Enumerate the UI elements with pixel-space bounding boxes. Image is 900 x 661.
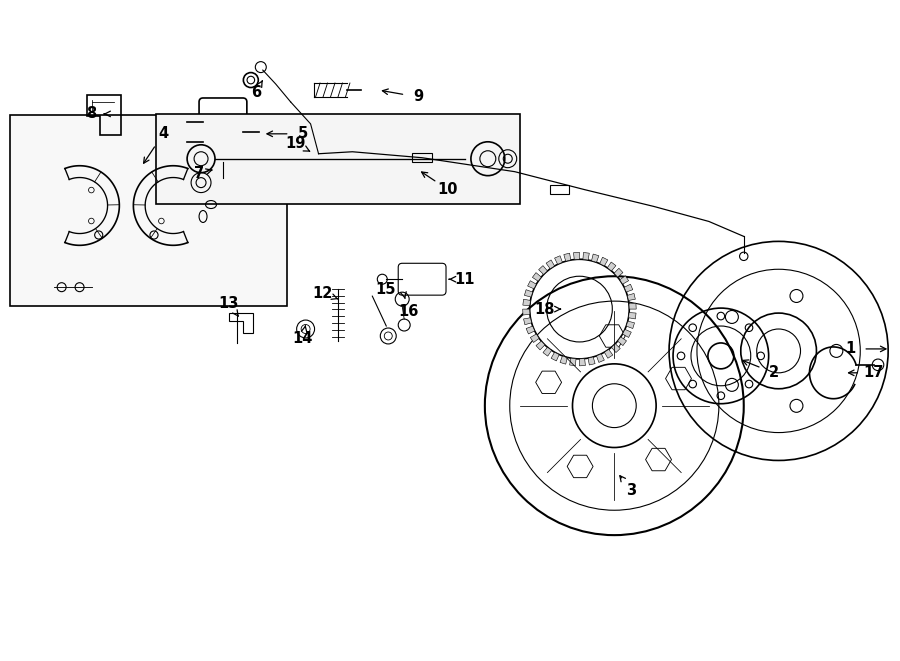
Polygon shape: [580, 359, 585, 366]
Polygon shape: [588, 357, 595, 365]
Polygon shape: [604, 350, 613, 358]
Polygon shape: [597, 354, 604, 362]
Text: 10: 10: [437, 182, 458, 197]
Polygon shape: [620, 276, 628, 284]
Polygon shape: [530, 334, 539, 342]
Polygon shape: [573, 253, 580, 260]
Polygon shape: [563, 253, 571, 261]
Bar: [412, 153, 432, 162]
Text: 2: 2: [769, 366, 778, 380]
Text: 3: 3: [626, 483, 636, 498]
Text: 15: 15: [375, 282, 395, 297]
Polygon shape: [570, 358, 576, 366]
Polygon shape: [626, 321, 634, 329]
Polygon shape: [617, 337, 626, 346]
Bar: [550, 184, 570, 194]
Polygon shape: [583, 253, 590, 260]
Text: 6: 6: [251, 85, 261, 100]
Text: 9: 9: [413, 89, 423, 104]
Polygon shape: [525, 290, 533, 297]
Polygon shape: [625, 284, 633, 292]
Polygon shape: [629, 303, 636, 309]
Text: 11: 11: [454, 272, 475, 287]
Polygon shape: [627, 293, 635, 301]
Text: 14: 14: [292, 331, 313, 346]
Polygon shape: [599, 257, 608, 266]
Polygon shape: [543, 347, 552, 356]
Polygon shape: [591, 254, 599, 262]
Text: 7: 7: [194, 166, 204, 181]
Polygon shape: [554, 256, 562, 264]
Polygon shape: [551, 352, 559, 361]
Polygon shape: [538, 266, 547, 274]
Text: 5: 5: [298, 126, 308, 141]
Text: 17: 17: [863, 366, 884, 380]
Polygon shape: [611, 344, 620, 352]
Text: 13: 13: [219, 295, 239, 311]
Text: 1: 1: [845, 342, 855, 356]
Bar: [10, 115, 287, 306]
Polygon shape: [623, 329, 631, 338]
Polygon shape: [536, 341, 544, 350]
Polygon shape: [527, 281, 536, 289]
Polygon shape: [608, 262, 616, 271]
Polygon shape: [524, 318, 532, 325]
Polygon shape: [614, 268, 623, 277]
Polygon shape: [523, 309, 530, 315]
Polygon shape: [628, 313, 636, 319]
Text: 16: 16: [398, 303, 418, 319]
Text: 4: 4: [158, 126, 168, 141]
Text: 12: 12: [312, 286, 333, 301]
Polygon shape: [523, 299, 530, 305]
Text: 8: 8: [86, 106, 96, 122]
Bar: [157, 114, 519, 204]
Polygon shape: [533, 272, 541, 281]
Polygon shape: [560, 356, 567, 364]
Text: 18: 18: [535, 301, 555, 317]
Text: 19: 19: [285, 136, 306, 151]
Polygon shape: [546, 260, 554, 269]
Polygon shape: [526, 326, 535, 334]
